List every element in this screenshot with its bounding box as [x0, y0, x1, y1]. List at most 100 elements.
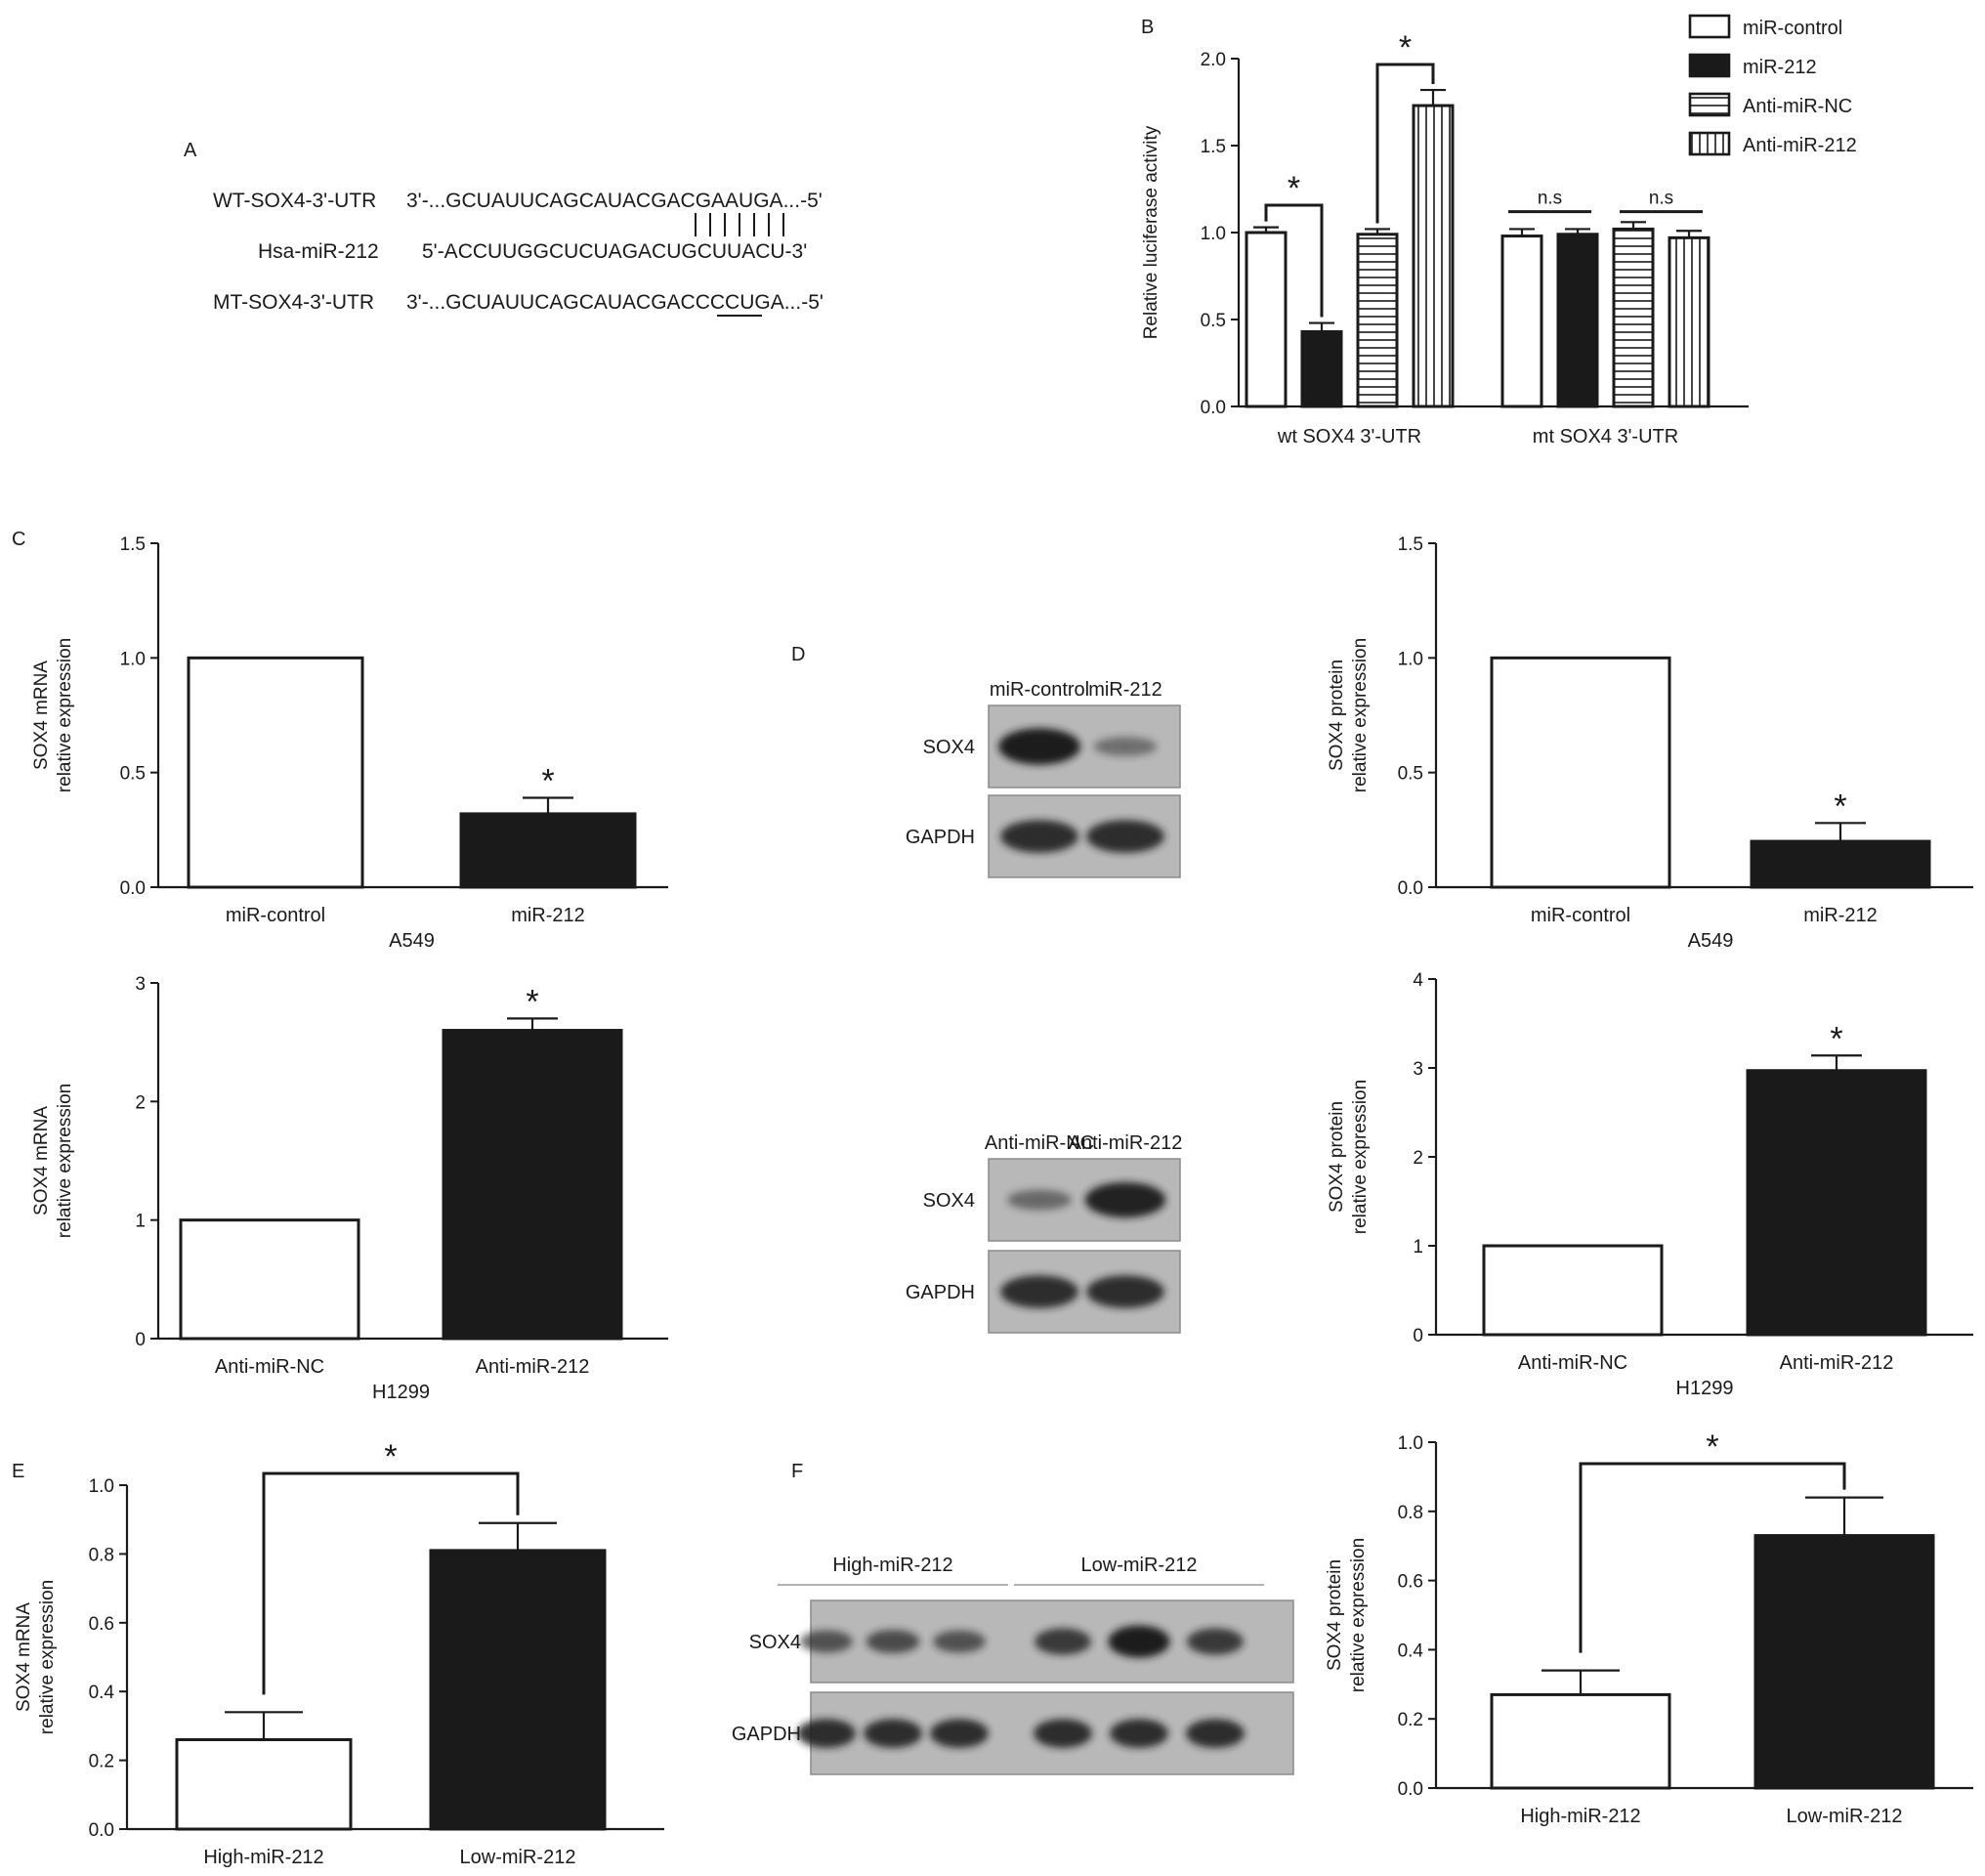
- y-tick-label: 0.5: [120, 764, 146, 785]
- sox4-row-label: SOX4: [923, 737, 975, 758]
- sox4-band: [1108, 1625, 1170, 1658]
- y-tick-label: 0.6: [89, 1614, 114, 1635]
- y-axis-label: SOX4 mRNA: [14, 1602, 34, 1712]
- western-blot-f-patients: SOX4 GAPDH High-miR-212 Low-miR-212: [732, 1555, 1294, 1775]
- bar-1: [179, 1218, 360, 1341]
- significance-star: *: [541, 762, 554, 799]
- gapdh-band: [1034, 1719, 1092, 1748]
- gapdh-band: [1086, 1275, 1164, 1308]
- y-tick-label: 1.5: [120, 534, 146, 555]
- gapdh-row-label: GAPDH: [906, 827, 975, 848]
- mir-sequence: 5'-ACCUUGGCUCUAGACUGCUUACU-3': [422, 240, 807, 263]
- sox4-band: [1084, 1181, 1166, 1218]
- panel-a-sequence-alignment: WT-SOX4-3'-UTR 3'-...GCUAUUCAGCAUACGACGA…: [213, 190, 824, 317]
- base-pairing-marks: [695, 213, 784, 236]
- gapdh-row-label: GAPDH: [906, 1282, 975, 1303]
- y-tick-label: 1.5: [1201, 137, 1226, 157]
- x-category-label: miR-212: [1803, 905, 1878, 926]
- y-tick-label: 1.0: [1201, 224, 1226, 244]
- significance-bracket: [1375, 63, 1435, 224]
- y-axis-label: SOX4 mRNA: [31, 661, 52, 770]
- gapdh-band: [1000, 820, 1078, 853]
- legend-label: Anti-miR-NC: [1743, 96, 1852, 117]
- x-category-label: High-miR-212: [1520, 1806, 1640, 1827]
- legend-swatch: [1688, 53, 1731, 78]
- sox4-band: [1093, 737, 1158, 756]
- chart-luciferase-activity: 0.0 0.5 1.0 1.5 2.0 Relative luciferase activ…: [1141, 29, 1749, 448]
- significance-star: *: [1288, 170, 1300, 207]
- legend-swatch: [1688, 92, 1731, 117]
- y-axis-label: relative expression: [37, 1580, 58, 1734]
- y-axis-label: Relative luciferase activity: [1141, 125, 1161, 339]
- y-tick-label: 3: [1413, 1059, 1423, 1080]
- y-tick-label: 4: [1413, 970, 1423, 991]
- lane-label: Anti-miR-NC: [985, 1132, 1094, 1154]
- y-tick-label: 0.0: [89, 1820, 114, 1841]
- bar-mir-212: [1300, 329, 1343, 408]
- y-tick-label: 0.0: [1398, 878, 1423, 899]
- bar-2: [1746, 1069, 1927, 1337]
- group-label: Low-miR-212: [1081, 1555, 1198, 1576]
- gapdh-band: [1186, 1719, 1245, 1748]
- bar-anti-mir-nc: [1356, 233, 1399, 408]
- x-category-label: High-miR-212: [203, 1847, 323, 1868]
- lane-label: Anti-miR-212: [1069, 1132, 1183, 1154]
- wt-sequence: 3'-...GCUAUUCAGCAUACGACGAAUGA...-5': [406, 190, 823, 212]
- x-category-label: Low-miR-212: [460, 1847, 576, 1868]
- bar-2: [1753, 1534, 1935, 1790]
- bar-1: [187, 656, 364, 889]
- y-tick-label: 1.0: [120, 649, 146, 669]
- bar-mir-212: [1556, 233, 1599, 408]
- x-category-label: Anti-miR-NC: [1518, 1352, 1627, 1374]
- cell-line-label: H1299: [372, 1382, 430, 1403]
- panel-letter-c: C: [12, 529, 25, 550]
- sox4-band: [866, 1630, 920, 1653]
- chart-d-h1299-protein: 0 1 2 3 4 SOX4 protein relative expression Anti…: [1327, 970, 1973, 1399]
- y-tick-label: 1.5: [1398, 534, 1423, 555]
- panel-letter-f: F: [791, 1461, 803, 1482]
- y-tick-label: 0.2: [89, 1752, 114, 1772]
- mir-sequence-label: Hsa-miR-212: [258, 240, 379, 263]
- gapdh-band: [797, 1719, 856, 1748]
- significance-star: *: [1399, 29, 1412, 66]
- cell-line-label: H1299: [1676, 1378, 1734, 1399]
- bar-mir-control: [1245, 231, 1288, 408]
- y-axis-label: relative expression: [1350, 1080, 1371, 1234]
- legend-swatch: [1688, 14, 1731, 39]
- y-tick-label: 1.0: [1398, 1433, 1423, 1454]
- y-tick-label: 1.0: [1398, 649, 1423, 669]
- y-axis-label: SOX4 mRNA: [31, 1106, 52, 1215]
- cell-line-label: A549: [1688, 930, 1734, 952]
- sox4-band: [1007, 1189, 1072, 1211]
- bar-anti-mir-212: [1668, 235, 1710, 408]
- y-tick-label: 0.4: [1398, 1641, 1424, 1661]
- significance-star: *: [526, 983, 538, 1020]
- cell-line-label: A549: [389, 930, 435, 952]
- bar-2: [442, 1029, 623, 1341]
- x-category-label: Anti-miR-212: [1780, 1352, 1894, 1374]
- bar-mir-control: [1500, 234, 1543, 408]
- lane-label: miR-control: [990, 679, 1089, 701]
- x-category-label: miR-control: [1531, 905, 1630, 926]
- y-axis-label: SOX4 protein: [1327, 660, 1347, 771]
- chart-b-legend: miR-control miR-212 Anti-miR-NC Anti-miR-21…: [1688, 14, 1857, 156]
- y-tick-label: 1: [135, 1212, 146, 1232]
- y-tick-label: 0.8: [89, 1545, 114, 1565]
- gapdh-row-label: GAPDH: [732, 1724, 801, 1745]
- y-tick-label: 0.0: [120, 878, 146, 899]
- y-tick-label: 2.0: [1201, 50, 1226, 70]
- sox4-band: [998, 728, 1080, 765]
- y-tick-label: 0.0: [1201, 398, 1226, 418]
- group-label: High-miR-212: [832, 1555, 952, 1576]
- bar-2: [459, 812, 637, 889]
- lane-label: miR-212: [1088, 679, 1162, 701]
- bar-2: [1750, 839, 1931, 889]
- chart-d-a549-protein: 0.0 0.5 1.0 1.5 SOX4 protein relative express…: [1327, 534, 1973, 952]
- significance-star: *: [1830, 1020, 1842, 1057]
- chart-c-a549-mrna: 0.0 0.5 1.0 1.5 SOX4 mRNA relative expression…: [31, 534, 668, 952]
- gapdh-band: [1000, 1275, 1078, 1308]
- x-category-label: wt SOX4 3'-UTR: [1277, 426, 1421, 448]
- bar-1: [1490, 656, 1671, 889]
